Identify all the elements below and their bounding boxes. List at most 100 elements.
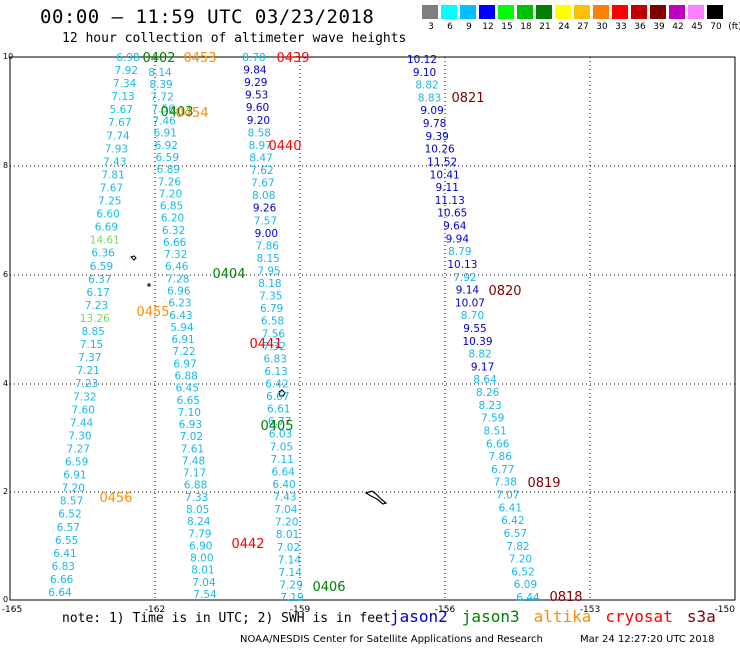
wave-height-value: 7.56 bbox=[151, 103, 175, 115]
y-tick-label: 0 bbox=[3, 595, 8, 604]
wave-height-value: 7.26 bbox=[158, 176, 182, 188]
pass-label: 0819 bbox=[527, 476, 560, 491]
wave-height-value: 6.97 bbox=[173, 358, 196, 370]
scale-swatch bbox=[460, 5, 476, 19]
wave-height-value: 9.53 bbox=[245, 90, 268, 102]
wave-height-value: 7.92 bbox=[115, 65, 138, 77]
wave-height-value: 8.58 bbox=[248, 127, 271, 139]
wave-height-value: 8.82 bbox=[468, 349, 491, 361]
wave-height-value: 7.62 bbox=[250, 165, 273, 177]
pass-label: 0455 bbox=[136, 305, 169, 320]
wave-height-value: 6.61 bbox=[267, 404, 290, 416]
note-text: note: 1) Time is in UTC; 2) SWH is in fe… bbox=[62, 611, 391, 626]
wave-height-value: 6.89 bbox=[157, 164, 180, 176]
wave-height-value: 6.42 bbox=[501, 515, 524, 527]
wave-height-value: 6.44 bbox=[516, 592, 540, 604]
wave-height-value: 9.55 bbox=[463, 323, 486, 335]
x-tick-label: -153 bbox=[580, 605, 600, 615]
wave-height-value: 8.24 bbox=[187, 516, 211, 528]
wave-height-value: 6.91 bbox=[63, 470, 86, 482]
wave-height-value: 7.14 bbox=[279, 567, 303, 579]
wave-height-value: 6.59 bbox=[65, 457, 88, 469]
scale-label: 30 bbox=[596, 22, 608, 32]
wave-height-value: 9.26 bbox=[253, 203, 277, 215]
wave-height-value: 8.57 bbox=[60, 496, 83, 508]
wave-height-value: 6.09 bbox=[514, 579, 537, 591]
pass-label: 0440 bbox=[268, 139, 301, 154]
wave-height-value: 7.67 bbox=[251, 178, 274, 190]
wave-height-value: 8.26 bbox=[476, 387, 500, 399]
scale-swatch bbox=[631, 5, 647, 19]
wave-height-value: 9.64 bbox=[443, 221, 467, 233]
wave-height-value: 10.65 bbox=[437, 208, 467, 220]
wave-height-value: 7.20 bbox=[159, 188, 182, 200]
legend-item-jason2: jason2 bbox=[390, 607, 448, 626]
scale-label: 70 bbox=[710, 22, 722, 32]
page-title: 00:00 – 11:59 UTC 03/23/2018 bbox=[40, 6, 375, 28]
pass-label: 0402 bbox=[142, 51, 175, 66]
scale-label: 36 bbox=[634, 22, 646, 32]
scale-label: 6 bbox=[447, 22, 453, 32]
wave-height-value: 7.56 bbox=[262, 328, 286, 340]
wave-height-value: 6.40 bbox=[272, 479, 295, 491]
wave-height-value: 8.79 bbox=[448, 246, 471, 258]
wave-height-value: 7.28 bbox=[166, 273, 189, 285]
scale-label: 45 bbox=[691, 22, 703, 32]
wave-height-value: 6.57 bbox=[504, 528, 527, 540]
x-tick-label: -150 bbox=[715, 605, 736, 615]
scale-swatch bbox=[688, 5, 704, 19]
wave-height-value: 9.39 bbox=[425, 131, 448, 143]
wave-height-value: 7.38 bbox=[494, 477, 517, 489]
wave-height-value: 6.41 bbox=[499, 502, 522, 514]
wave-height-value: 6.52 bbox=[511, 566, 534, 578]
wave-height-value: 7.79 bbox=[188, 528, 211, 540]
scale-label: 18 bbox=[520, 22, 532, 32]
wave-height-value: 6.43 bbox=[169, 310, 192, 322]
wave-height-value: 8.23 bbox=[478, 400, 501, 412]
scale-swatch bbox=[612, 5, 628, 19]
wave-height-value: 6.64 bbox=[271, 466, 295, 478]
wave-height-value: 8.15 bbox=[256, 253, 279, 265]
wave-height-value: 6.03 bbox=[269, 429, 292, 441]
y-tick-label: 10 bbox=[3, 52, 13, 61]
wave-height-value: 6.36 bbox=[91, 248, 115, 260]
scale-swatch bbox=[555, 5, 571, 19]
scale-label: 21 bbox=[539, 22, 551, 32]
wave-height-value: 7.14 bbox=[278, 554, 302, 566]
wave-height-value: 7.07 bbox=[496, 490, 519, 502]
wave-height-value: 9.20 bbox=[247, 115, 270, 127]
wave-height-value: 9.00 bbox=[255, 228, 278, 240]
wave-height-value: 6.42 bbox=[265, 379, 288, 391]
wave-height-value: 7.13 bbox=[111, 91, 134, 103]
wave-height-value: 7.59 bbox=[481, 413, 504, 425]
scale-label: 27 bbox=[577, 22, 589, 32]
wave-height-value: 6.79 bbox=[260, 303, 283, 315]
wave-height-value: 7.32 bbox=[263, 341, 286, 353]
legend-item-s3a: s3a bbox=[686, 607, 716, 626]
wave-height-value: 6.59 bbox=[156, 152, 179, 164]
x-tick-label: -156 bbox=[435, 605, 456, 615]
wave-height-value: 7.02 bbox=[180, 431, 203, 443]
wave-height-value: 7.93 bbox=[105, 143, 128, 155]
wave-height-value: 7.95 bbox=[257, 265, 280, 277]
wave-height-value: 6.58 bbox=[261, 316, 284, 328]
wave-height-value: 7.46 bbox=[152, 116, 176, 128]
wave-height-value: 7.43 bbox=[273, 492, 296, 504]
wave-height-value: 6.96 bbox=[167, 286, 191, 298]
wave-height-value: 7.02 bbox=[277, 542, 300, 554]
wave-height-value: 6.46 bbox=[165, 261, 189, 273]
wave-height-value: 7.43 bbox=[103, 156, 126, 168]
wave-height-value: 6.13 bbox=[264, 366, 287, 378]
scale-swatch bbox=[441, 5, 457, 19]
wave-height-value: 9.78 bbox=[423, 118, 446, 130]
scale-swatch bbox=[498, 5, 514, 19]
x-tick-label: -162 bbox=[145, 605, 165, 615]
scale-label: 3 bbox=[428, 22, 434, 32]
wave-height-value: 6.41 bbox=[53, 548, 76, 560]
wave-height-value: 7.61 bbox=[181, 443, 204, 455]
wave-height-value: 6.55 bbox=[55, 535, 78, 547]
satellite-legend: jason2 jason3 altika cryosat s3a bbox=[390, 607, 730, 626]
y-tick-label: 2 bbox=[3, 487, 8, 496]
wave-height-value: 10.12 bbox=[407, 54, 437, 66]
